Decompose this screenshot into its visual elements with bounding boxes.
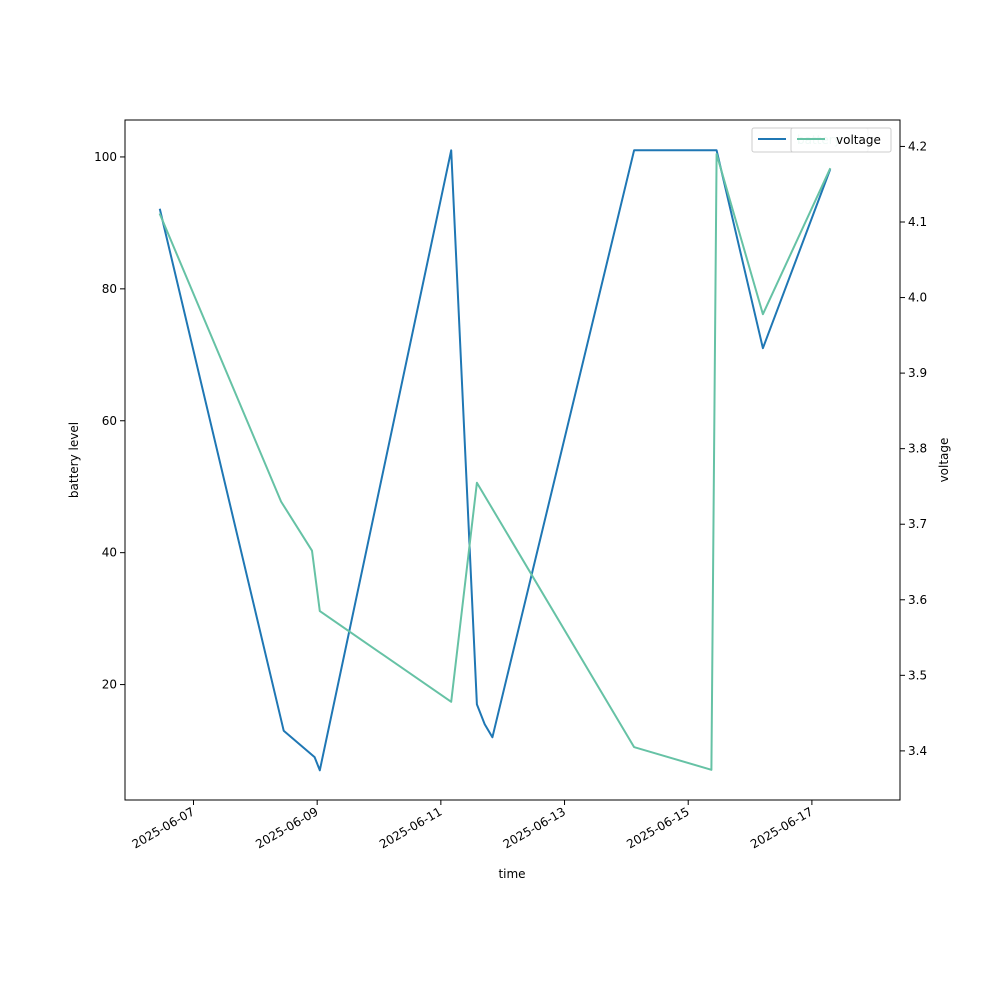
series-line-voltage [158,153,832,771]
right-y-tick-label: 3.6 [908,593,927,607]
right-y-tick-label: 4.1 [908,215,927,229]
left-y-tick-label: 20 [102,678,117,692]
right-y-tick-label: 4.0 [908,291,927,305]
right-y-tick-label: 3.8 [908,442,927,456]
series-lines [158,149,832,772]
legend-voltage: voltage [790,127,892,153]
left-y-axis-ticks: 20 40 60 80 100 [94,150,125,692]
left-y-tick-label: 100 [94,150,117,164]
left-y-tick-label: 80 [102,282,117,296]
right-y-tick-label: 3.9 [908,366,927,380]
left-y-tick-label: 60 [102,414,117,428]
legend-text-voltage: voltage [836,133,881,147]
left-y-axis-label: battery level [67,422,81,498]
right-y-tick-label: 3.7 [908,517,927,531]
right-y-axis-label: voltage [937,438,951,483]
right-y-tick-label: 3.4 [908,744,927,758]
right-y-tick-label: 4.2 [908,139,927,153]
x-axis-label: time [498,867,525,881]
plot-area [125,120,900,800]
left-y-tick-label: 40 [102,546,117,560]
right-y-axis-ticks: 3.4 3.5 3.6 3.7 3.8 3.9 4.0 4.1 4.2 [900,139,927,758]
right-y-tick-label: 3.5 [908,668,927,682]
plot-frame [124,119,901,801]
